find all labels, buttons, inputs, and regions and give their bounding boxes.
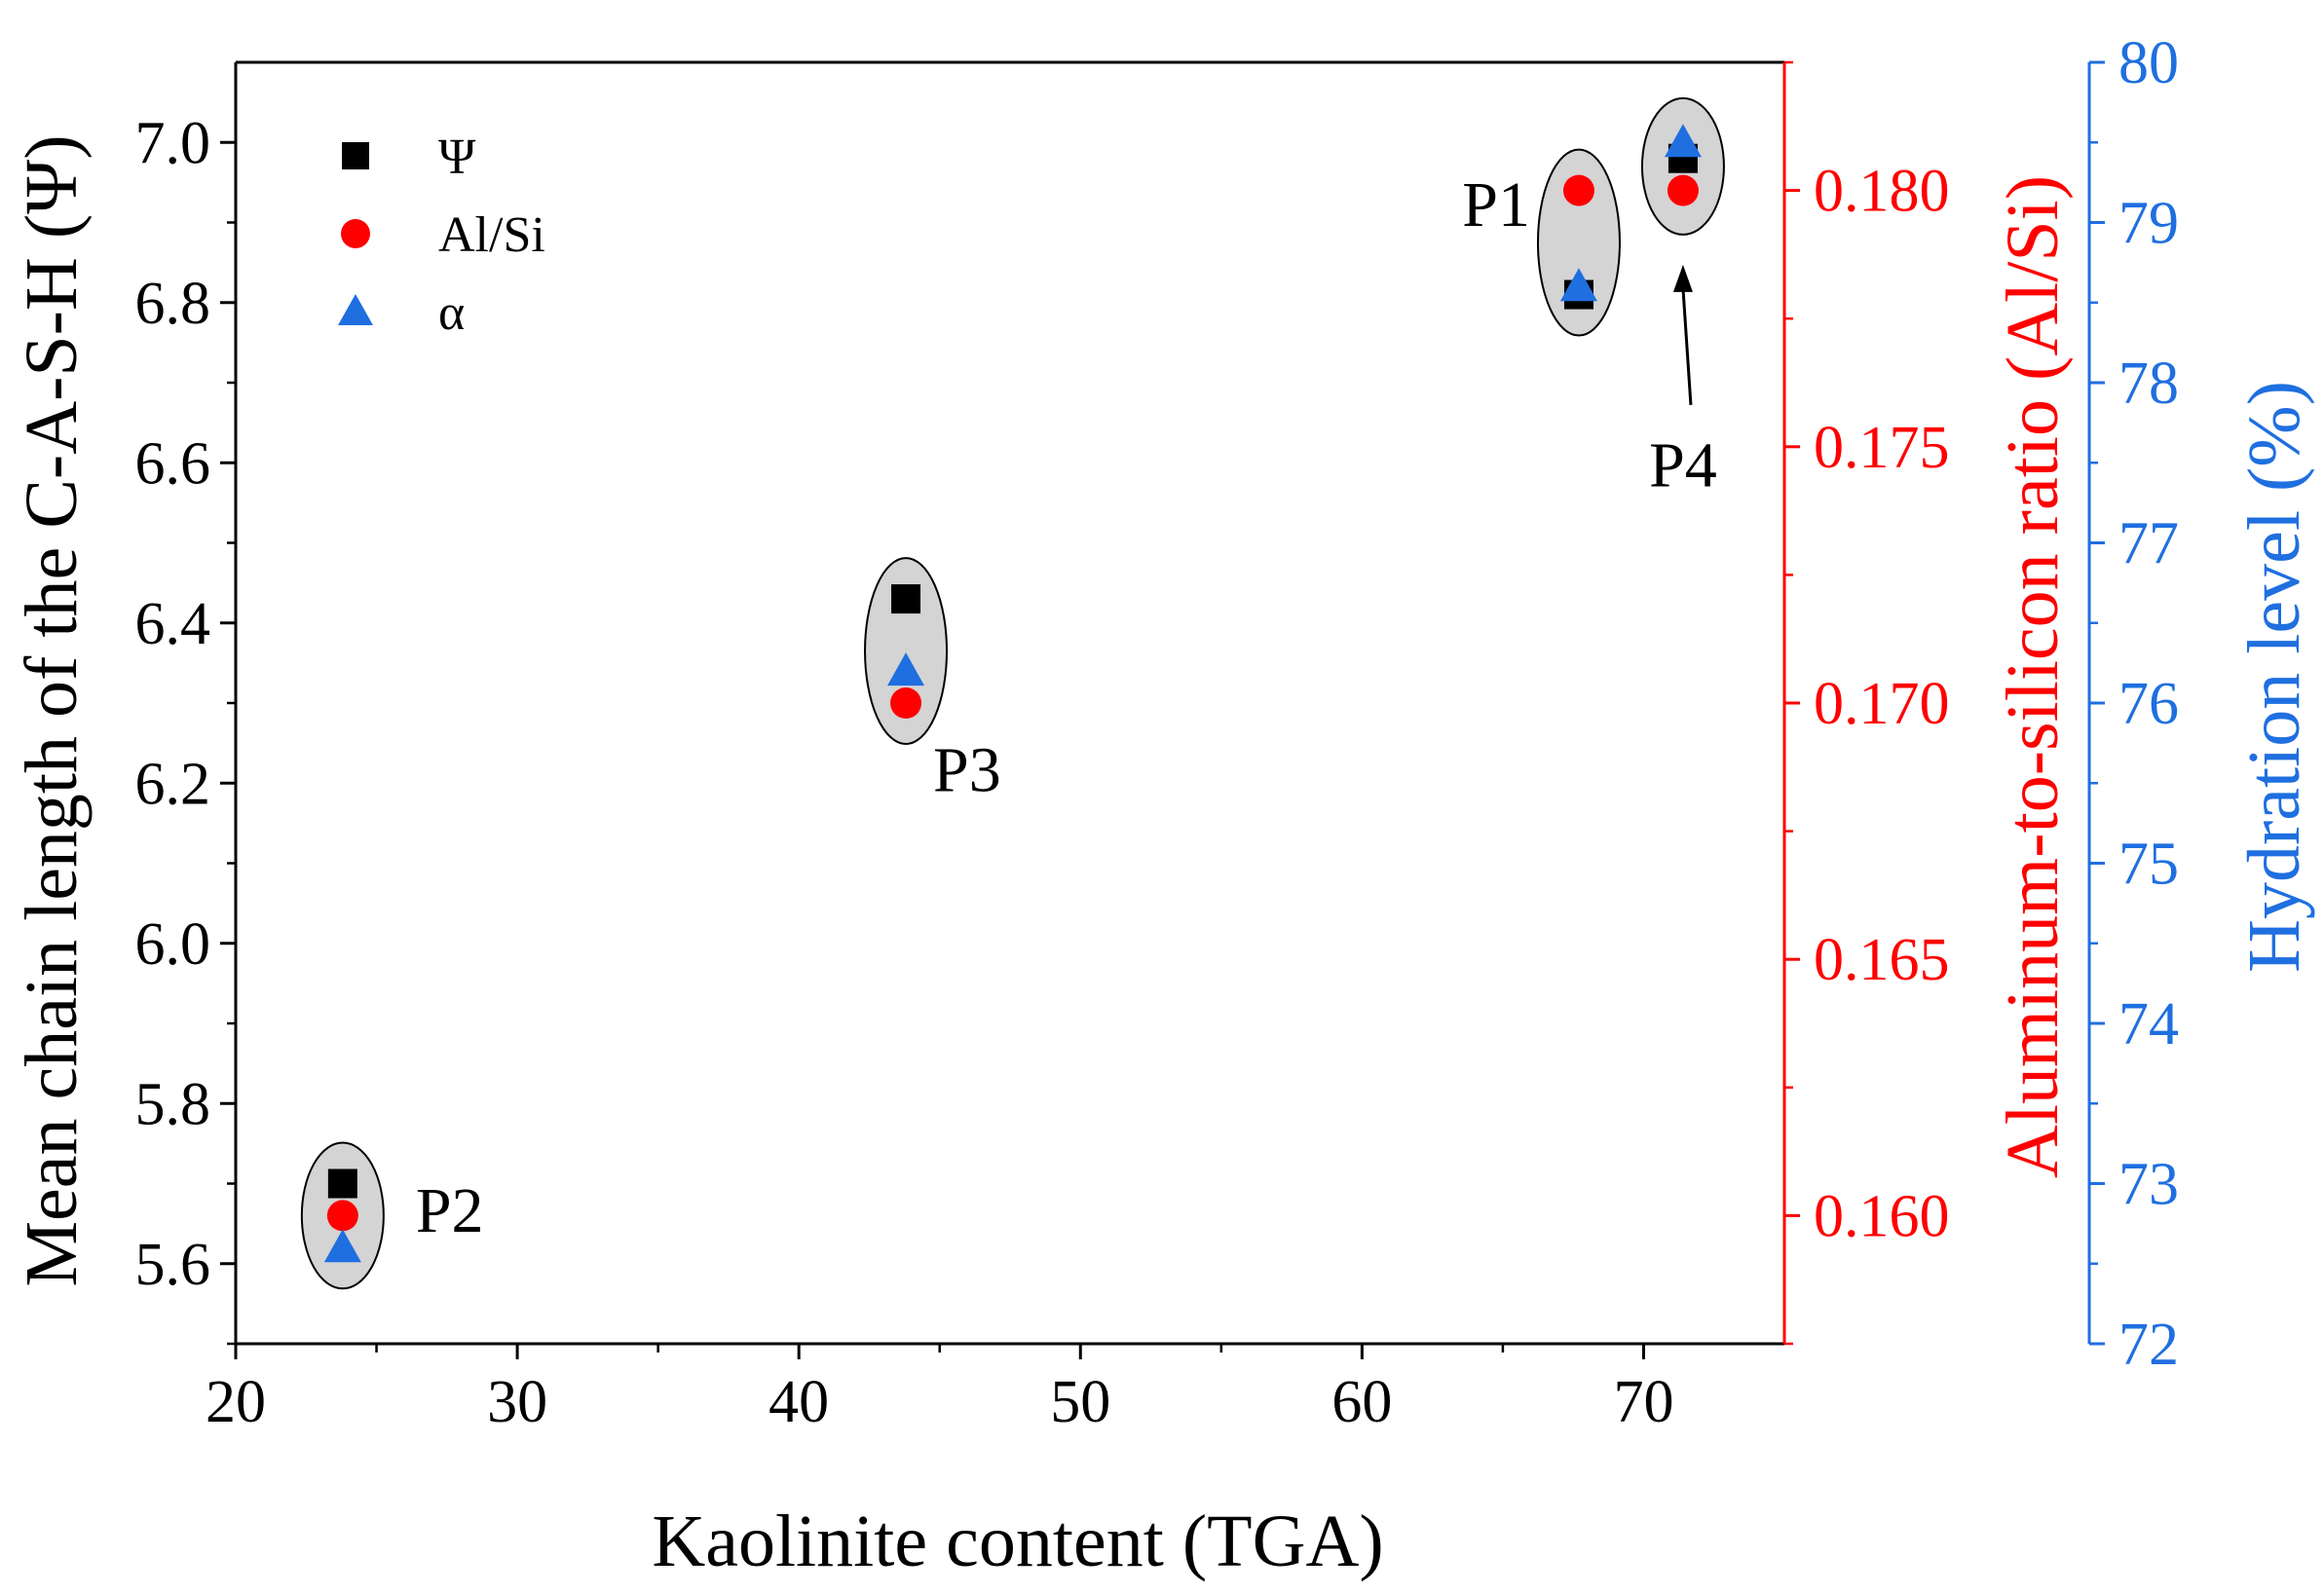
group-label-p2: P2 — [416, 1175, 484, 1246]
al-si-point — [1667, 174, 1699, 206]
x-axis-title: Kaolinite content (TGA) — [652, 1501, 1383, 1582]
hydration-tick-label: 78 — [2118, 351, 2179, 417]
data-points — [323, 124, 1702, 1263]
group-ellipse — [864, 557, 949, 745]
group-ellipses — [300, 96, 1725, 1290]
x-axis: 20 30 40 50 60 70 — [206, 1344, 1673, 1435]
hydration-point — [1664, 124, 1702, 158]
hydration-tick-label: 75 — [2118, 832, 2179, 898]
al-si-tick-label: 0.160 — [1814, 1183, 1950, 1249]
hydration-tick-label: 79 — [2118, 191, 2179, 257]
al-si-point — [1562, 174, 1594, 206]
annotation-arrow-line — [1681, 287, 1693, 405]
legend-marker — [341, 219, 370, 248]
left-tick-label: 6.6 — [135, 430, 211, 497]
x-tick-label: 30 — [487, 1369, 547, 1435]
right-axis-title-al-si: Aluminum-to-silicon ratio (Al/Si) — [1992, 175, 2074, 1178]
left-tick-label: 6.8 — [135, 271, 211, 337]
group-ellipse — [1536, 148, 1621, 337]
x-tick-label: 40 — [768, 1369, 829, 1435]
left-tick-label: 5.6 — [135, 1232, 211, 1298]
x-tick-label: 70 — [1613, 1369, 1673, 1435]
group-annotations: P2 P3 P1 P4 — [416, 169, 1717, 1246]
psi-point — [891, 584, 921, 614]
left-axis-title: Mean chain length of the C-A-S-H (Ψ) — [11, 134, 93, 1286]
hydration-tick-label: 77 — [2118, 511, 2179, 577]
hydration-tick-label: 80 — [2118, 30, 2179, 96]
legend-label: α — [438, 285, 465, 341]
right-axis-title-hydration: Hydration level (%) — [2233, 381, 2315, 973]
al-si-point — [326, 1200, 358, 1232]
psi-point — [327, 1168, 357, 1199]
left-y-axis: 5.6 5.8 6.0 6.2 6.4 6.6 6.8 7.0 — [135, 110, 236, 1346]
legend-label: Al/Si — [438, 207, 545, 263]
hydration-point — [887, 652, 925, 686]
x-tick-label: 20 — [206, 1369, 266, 1435]
left-tick-label: 6.0 — [135, 911, 211, 978]
group-label-p4: P4 — [1649, 429, 1717, 500]
group-label-p3: P3 — [933, 734, 1001, 805]
al-si-tick-label: 0.165 — [1814, 927, 1950, 993]
group-label-p1: P1 — [1462, 169, 1530, 241]
left-tick-label: 5.8 — [135, 1071, 211, 1137]
right-y-axis-al-si: 0.160 0.165 0.170 0.175 0.180 — [1784, 60, 1950, 1346]
left-tick-label: 7.0 — [135, 110, 211, 176]
annotation-arrow-head — [1672, 264, 1693, 292]
al-si-tick-label: 0.170 — [1814, 671, 1950, 737]
al-si-point — [890, 687, 922, 719]
hydration-tick-label: 72 — [2118, 1312, 2179, 1378]
legend-marker — [338, 294, 373, 325]
x-tick-label: 60 — [1331, 1369, 1392, 1435]
hydration-point — [1559, 268, 1597, 302]
x-tick-label: 50 — [1050, 1369, 1110, 1435]
hydration-point — [323, 1229, 361, 1263]
hydration-tick-label: 73 — [2118, 1152, 2179, 1218]
hydration-tick-label: 76 — [2118, 671, 2179, 737]
right-y-axis-hydration: 72 73 74 75 76 77 78 79 80 — [2089, 30, 2179, 1378]
legend: Ψ Al/Si α — [338, 130, 545, 341]
al-si-tick-label: 0.180 — [1814, 159, 1950, 225]
hydration-tick-label: 74 — [2118, 991, 2179, 1057]
left-tick-label: 6.2 — [135, 751, 211, 817]
legend-label: Ψ — [438, 130, 476, 185]
left-tick-label: 6.4 — [135, 591, 211, 657]
legend-marker — [342, 142, 369, 169]
al-si-tick-label: 0.175 — [1814, 415, 1950, 481]
